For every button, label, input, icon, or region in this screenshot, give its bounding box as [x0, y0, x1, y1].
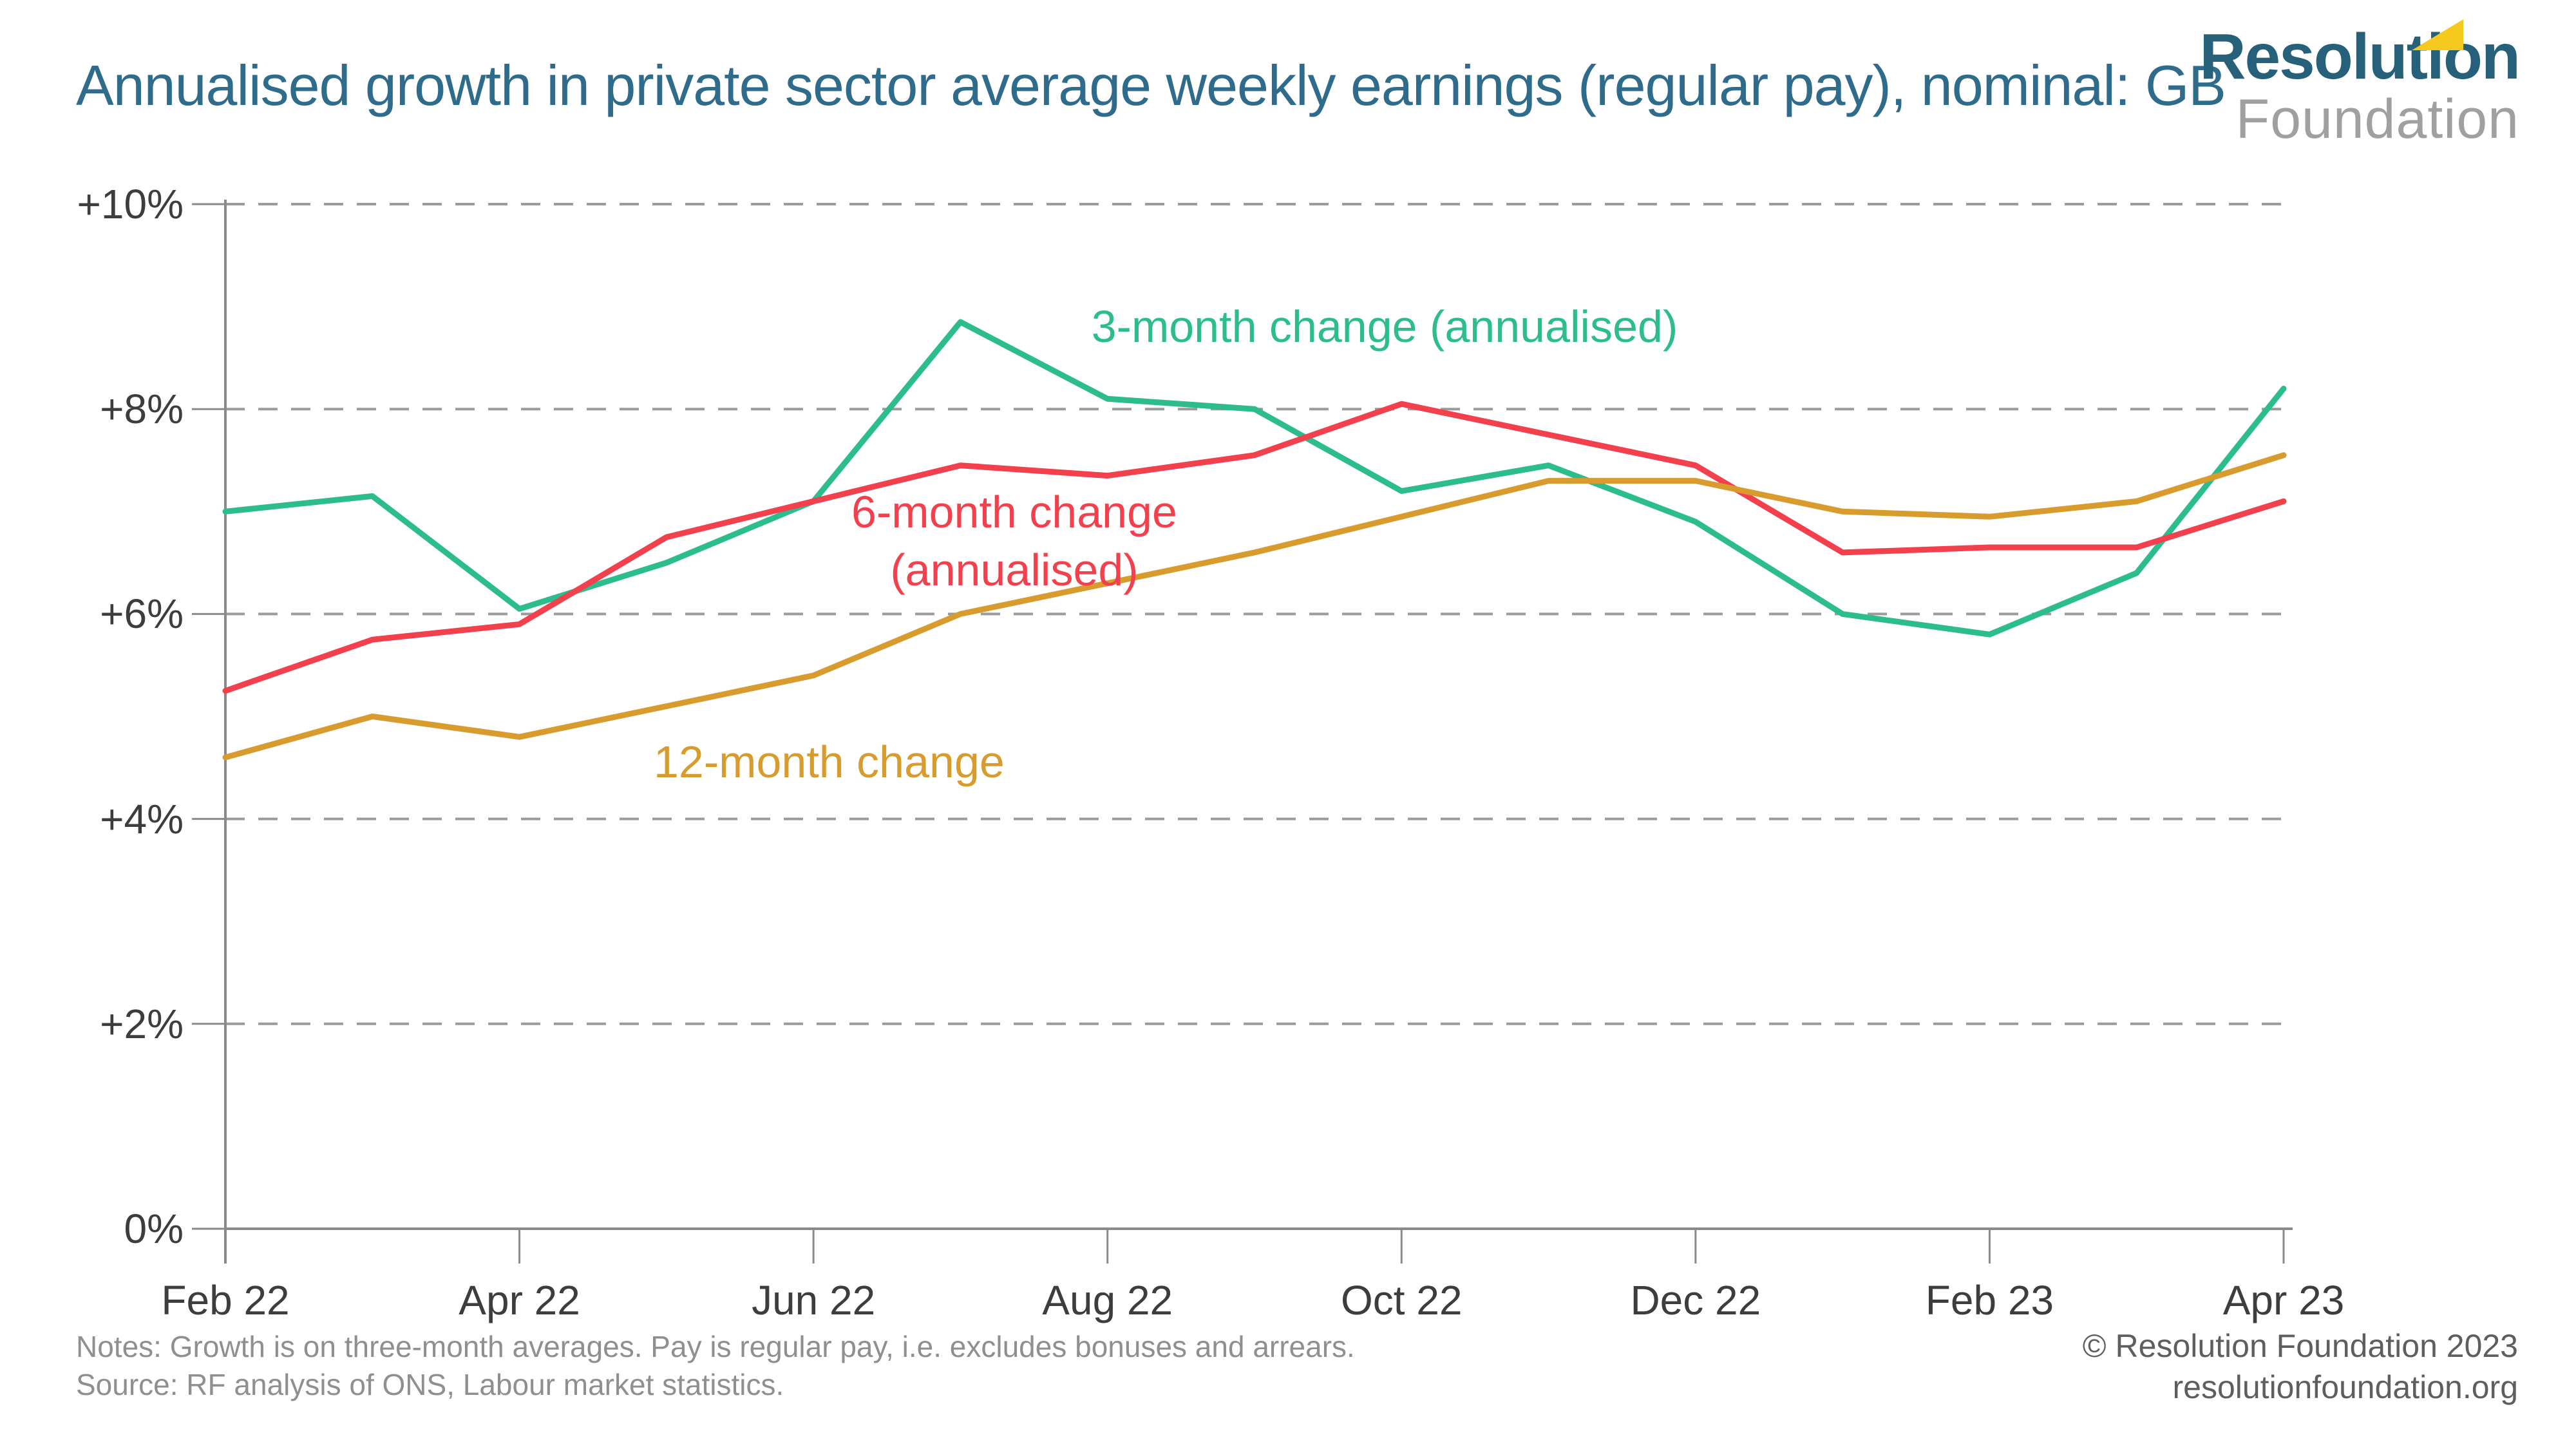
series-line-3-month — [222, 319, 2287, 638]
source-line: Source: RF analysis of ONS, Labour marke… — [76, 1368, 784, 1401]
logo-resolution-text: Resolution — [2199, 21, 2521, 93]
y-axis-label-4pct: +4% — [100, 795, 184, 842]
y-axis-label-10pct: +10% — [77, 181, 184, 227]
x-axis-label-feb-23: Feb 23 — [1925, 1277, 2054, 1323]
x-axis-label-feb-22: Feb 22 — [161, 1277, 290, 1323]
notes-line: Notes: Growth is on three-month averages… — [76, 1330, 1355, 1363]
data-series — [222, 319, 2287, 761]
axes — [192, 200, 2293, 1264]
logo-foundation-text: Foundation — [2235, 88, 2519, 150]
y-axis-label-2pct: +2% — [100, 1000, 184, 1047]
copyright-line: © Resolution Foundation 2023 — [2082, 1328, 2518, 1364]
x-axis-label-oct-22: Oct 22 — [1341, 1277, 1463, 1323]
x-axis-label-aug-22: Aug 22 — [1042, 1277, 1173, 1323]
x-axis-label-jun-22: Jun 22 — [752, 1277, 876, 1323]
series-label-6-month: 6-month change (annualised) — [850, 483, 1179, 599]
website-line: resolutionfoundation.org — [2172, 1369, 2519, 1405]
series-line-6-month — [222, 401, 2287, 694]
x-axis-label-apr-23: Apr 23 — [2222, 1277, 2345, 1323]
x-axis-label-apr-22: Apr 22 — [459, 1277, 580, 1323]
series-label-3-month: 3-month change (annualised) — [1091, 301, 1678, 352]
series-label-6-month-line2: (annualised) — [890, 545, 1139, 595]
y-axis-label-0pct: 0% — [124, 1206, 184, 1252]
y-axis-label-8pct: +8% — [100, 386, 184, 433]
series-label-12-month: 12-month change — [654, 737, 1005, 787]
series-label-6-month-line1: 6-month change — [851, 487, 1177, 537]
series-line-12-month — [222, 452, 2287, 761]
copyright-block: © Resolution Foundation 2023 resolutionf… — [2083, 1325, 2518, 1408]
y-axis-label-6pct: +6% — [100, 591, 184, 638]
x-axis-label-dec-22: Dec 22 — [1630, 1277, 1761, 1323]
footnotes: Notes: Growth is on three-month averages… — [76, 1328, 1355, 1404]
resolution-foundation-logo: Resolution Foundation — [2199, 21, 2521, 150]
page-title: Annualised growth in private sector aver… — [76, 53, 2226, 117]
